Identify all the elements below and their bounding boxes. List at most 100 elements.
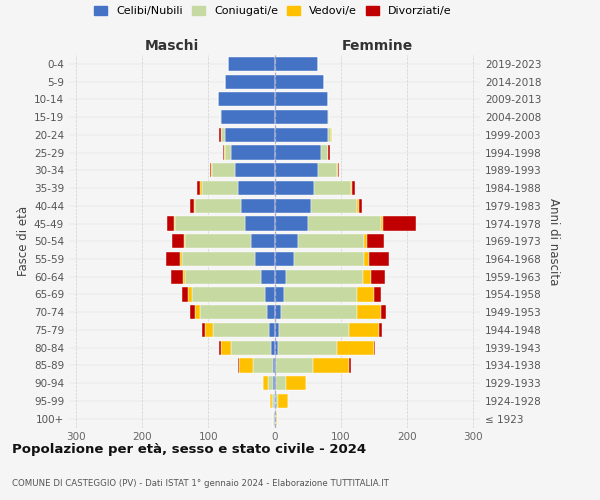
Bar bbox=[219, 340, 221, 355]
Bar bbox=[337, 340, 374, 355]
Bar bbox=[275, 288, 284, 302]
Text: Maschi: Maschi bbox=[145, 38, 199, 52]
Bar bbox=[331, 128, 332, 142]
Bar bbox=[284, 288, 358, 302]
Bar bbox=[277, 358, 313, 372]
Bar bbox=[228, 57, 275, 71]
Bar bbox=[275, 92, 328, 106]
Bar bbox=[261, 270, 275, 284]
Bar bbox=[275, 394, 278, 408]
Bar bbox=[221, 128, 225, 142]
Bar bbox=[380, 216, 383, 230]
Bar bbox=[305, 376, 307, 390]
Bar bbox=[298, 234, 364, 248]
Bar bbox=[295, 252, 364, 266]
Bar bbox=[275, 358, 277, 372]
Bar bbox=[273, 376, 275, 390]
Bar bbox=[358, 198, 359, 213]
Bar bbox=[224, 146, 225, 160]
Bar bbox=[269, 323, 275, 337]
Bar bbox=[268, 376, 273, 390]
Bar bbox=[172, 234, 184, 248]
Bar bbox=[380, 305, 386, 320]
Bar bbox=[223, 146, 224, 160]
Bar bbox=[286, 376, 305, 390]
Bar bbox=[166, 252, 181, 266]
Bar bbox=[275, 110, 328, 124]
Bar bbox=[278, 394, 288, 408]
Y-axis label: Anni di nascita: Anni di nascita bbox=[547, 198, 560, 285]
Bar bbox=[275, 198, 311, 213]
Bar bbox=[275, 412, 276, 426]
Bar bbox=[245, 216, 275, 230]
Bar bbox=[275, 234, 298, 248]
Text: COMUNE DI CASTEGGIO (PV) - Dati ISTAT 1° gennaio 2024 - Elaborazione TUTTITALIA.: COMUNE DI CASTEGGIO (PV) - Dati ISTAT 1°… bbox=[12, 479, 389, 488]
Bar bbox=[358, 305, 380, 320]
Bar bbox=[181, 252, 182, 266]
Bar bbox=[367, 234, 384, 248]
Bar bbox=[254, 252, 275, 266]
Bar bbox=[274, 394, 275, 408]
Bar bbox=[272, 358, 275, 372]
Bar bbox=[275, 323, 279, 337]
Bar bbox=[213, 323, 269, 337]
Bar bbox=[275, 57, 317, 71]
Bar bbox=[358, 288, 374, 302]
Bar bbox=[225, 128, 275, 142]
Bar bbox=[362, 270, 371, 284]
Bar bbox=[221, 110, 275, 124]
Bar bbox=[218, 92, 275, 106]
Bar bbox=[275, 340, 278, 355]
Bar bbox=[349, 323, 379, 337]
Bar bbox=[275, 181, 314, 195]
Bar bbox=[202, 323, 205, 337]
Bar bbox=[279, 323, 349, 337]
Bar bbox=[220, 110, 221, 124]
Bar bbox=[275, 128, 328, 142]
Bar bbox=[194, 198, 195, 213]
Bar bbox=[232, 146, 275, 160]
Bar bbox=[328, 110, 329, 124]
Bar bbox=[321, 146, 328, 160]
Bar bbox=[349, 358, 351, 372]
Bar bbox=[182, 252, 254, 266]
Y-axis label: Fasce di età: Fasce di età bbox=[17, 206, 30, 276]
Bar bbox=[328, 128, 331, 142]
Bar bbox=[190, 198, 194, 213]
Bar bbox=[183, 270, 185, 284]
Bar bbox=[276, 412, 277, 426]
Bar bbox=[313, 358, 349, 372]
Bar bbox=[265, 288, 275, 302]
Bar bbox=[278, 340, 337, 355]
Bar bbox=[238, 181, 275, 195]
Bar bbox=[275, 376, 276, 390]
Bar bbox=[338, 163, 340, 178]
Bar bbox=[185, 270, 261, 284]
Text: Popolazione per età, sesso e stato civile - 2024: Popolazione per età, sesso e stato civil… bbox=[12, 442, 366, 456]
Bar bbox=[182, 288, 188, 302]
Bar bbox=[351, 181, 352, 195]
Bar bbox=[175, 216, 245, 230]
Bar bbox=[369, 252, 389, 266]
Bar bbox=[195, 198, 241, 213]
Bar bbox=[221, 340, 232, 355]
Bar bbox=[275, 270, 286, 284]
Bar bbox=[238, 358, 239, 372]
Text: Femmine: Femmine bbox=[341, 38, 413, 52]
Bar bbox=[308, 216, 380, 230]
Bar bbox=[171, 270, 183, 284]
Bar bbox=[374, 340, 375, 355]
Bar bbox=[188, 288, 191, 302]
Bar bbox=[212, 163, 235, 178]
Bar bbox=[266, 305, 275, 320]
Bar bbox=[200, 181, 202, 195]
Bar bbox=[371, 270, 385, 284]
Bar bbox=[195, 305, 200, 320]
Bar bbox=[225, 74, 275, 88]
Bar bbox=[328, 146, 329, 160]
Bar bbox=[383, 216, 416, 230]
Bar bbox=[205, 323, 213, 337]
Bar bbox=[185, 234, 251, 248]
Bar bbox=[311, 198, 358, 213]
Bar bbox=[232, 340, 271, 355]
